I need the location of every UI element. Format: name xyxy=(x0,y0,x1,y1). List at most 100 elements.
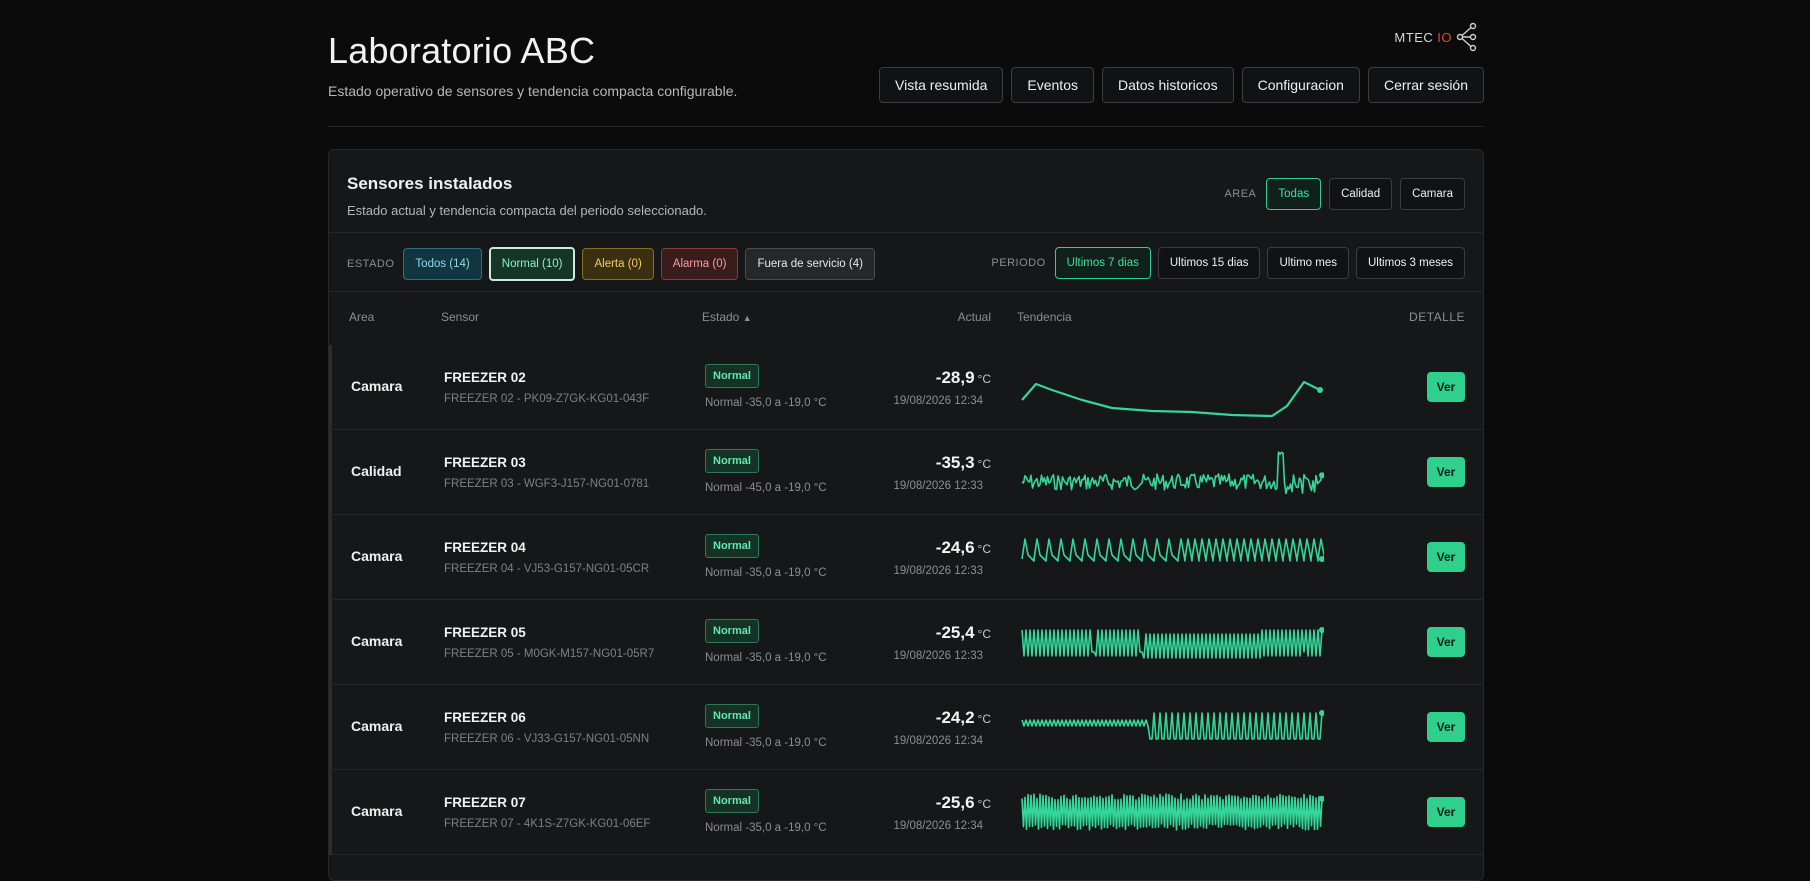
row-actual-value: -28,9 °C xyxy=(936,368,991,388)
top-nav: Vista resumida Eventos Datos historicos … xyxy=(879,67,1484,103)
periodo-3-meses-chip[interactable]: Ultimos 3 meses xyxy=(1356,247,1465,279)
page-header: Laboratorio ABC Estado operativo de sens… xyxy=(328,0,1484,127)
row-range: Normal -35,0 a -19,0 °C xyxy=(705,567,827,579)
trend-last-point xyxy=(1319,710,1324,716)
estado-alarma-chip[interactable]: Alarma (0) xyxy=(661,248,739,280)
row-sensor-id: FREEZER 03 - WGF3-J157-NG01-0781 xyxy=(444,478,649,490)
trend-sparkline xyxy=(1020,525,1324,589)
col-sensor-header[interactable]: Sensor xyxy=(441,310,479,324)
col-estado-header[interactable]: Estado ▲ xyxy=(702,310,752,324)
row-range: Normal -35,0 a -19,0 °C xyxy=(705,652,827,664)
trend-line xyxy=(1022,382,1320,416)
trend-last-point xyxy=(1319,556,1324,562)
trend-line xyxy=(1022,539,1324,561)
trend-sparkline xyxy=(1020,440,1324,504)
ver-detalle-button[interactable]: Ver xyxy=(1427,712,1465,742)
row-sensor-id: FREEZER 06 - VJ33-G157-NG01-05NN xyxy=(444,733,649,745)
table-header: Area Sensor Estado ▲ Actual Tendencia DE… xyxy=(329,292,1483,322)
row-sensor-id: FREEZER 04 - VJ53-G157-NG01-05CR xyxy=(444,563,649,575)
estado-normal-chip[interactable]: Normal (10) xyxy=(489,247,576,281)
table-row: Camara FREEZER 06 FREEZER 06 - VJ33-G157… xyxy=(329,685,1483,770)
row-area: Camara xyxy=(351,718,402,734)
row-timestamp: 19/08/2026 12:33 xyxy=(893,480,983,492)
estado-fuera-servicio-chip[interactable]: Fuera de servicio (4) xyxy=(745,248,874,280)
row-actual-value: -25,6 °C xyxy=(936,793,991,813)
estado-filter: ESTADO Todos (14) Normal (10) Alerta (0)… xyxy=(347,247,875,281)
brand-logo: MTEC IO xyxy=(1394,22,1478,52)
row-unit: °C xyxy=(978,712,991,726)
trend-line xyxy=(1022,452,1322,494)
page: Laboratorio ABC Estado operativo de sens… xyxy=(328,0,1484,127)
col-tendencia-header: Tendencia xyxy=(1017,310,1072,324)
col-estado-label: Estado xyxy=(702,310,739,324)
estado-todos-chip[interactable]: Todos (14) xyxy=(403,248,481,280)
area-calidad-chip[interactable]: Calidad xyxy=(1329,178,1392,210)
sensors-panel: Sensores instalados Estado actual y tend… xyxy=(328,149,1484,881)
trend-sparkline xyxy=(1020,695,1324,759)
nav-eventos-button[interactable]: Eventos xyxy=(1011,67,1094,103)
logo-text: MTEC xyxy=(1394,30,1433,45)
table-row: Camara FREEZER 07 FREEZER 07 - 4K1S-Z7GK… xyxy=(329,770,1483,855)
periodo-15-dias-chip[interactable]: Ultimos 15 dias xyxy=(1158,247,1261,279)
status-badge: Normal xyxy=(705,534,759,558)
panel-title: Sensores instalados xyxy=(347,174,512,194)
row-timestamp: 19/08/2026 12:34 xyxy=(893,820,983,832)
row-value: -28,9 xyxy=(936,368,975,387)
nav-configuracion-button[interactable]: Configuracion xyxy=(1242,67,1360,103)
trend-sparkline xyxy=(1020,610,1324,674)
col-actual-header[interactable]: Actual xyxy=(958,310,991,324)
logout-button[interactable]: Cerrar sesión xyxy=(1368,67,1484,103)
row-sensor-name: FREEZER 02 xyxy=(444,370,526,385)
trend-line xyxy=(1022,713,1322,739)
row-value: -25,4 xyxy=(936,623,975,642)
sort-asc-icon: ▲ xyxy=(743,313,752,323)
row-area: Calidad xyxy=(351,463,402,479)
table-row: Camara FREEZER 02 FREEZER 02 - PK09-Z7GK… xyxy=(329,345,1483,430)
row-sensor-name: FREEZER 04 xyxy=(444,540,526,555)
row-timestamp: 19/08/2026 12:33 xyxy=(893,650,983,662)
area-camara-chip[interactable]: Camara xyxy=(1400,178,1465,210)
row-timestamp: 19/08/2026 12:34 xyxy=(893,395,983,407)
row-timestamp: 19/08/2026 12:34 xyxy=(893,735,983,747)
row-actual-value: -35,3 °C xyxy=(936,453,991,473)
row-timestamp: 19/08/2026 12:33 xyxy=(893,565,983,577)
row-sensor-id: FREEZER 02 - PK09-Z7GK-KG01-043F xyxy=(444,393,649,405)
status-badge: Normal xyxy=(705,449,759,473)
row-range: Normal -45,0 a -19,0 °C xyxy=(705,482,827,494)
col-area-header[interactable]: Area xyxy=(349,310,374,324)
periodo-7-dias-chip[interactable]: Ultimos 7 dias xyxy=(1055,247,1151,279)
trend-last-point xyxy=(1317,387,1323,393)
row-area: Camara xyxy=(351,633,402,649)
row-range: Normal -35,0 a -19,0 °C xyxy=(705,822,827,834)
ver-detalle-button[interactable]: Ver xyxy=(1427,627,1465,657)
ver-detalle-button[interactable]: Ver xyxy=(1427,797,1465,827)
area-filter-label: AREA xyxy=(1224,188,1256,200)
ver-detalle-button[interactable]: Ver xyxy=(1427,457,1465,487)
col-detalle-header: DETALLE xyxy=(1409,310,1465,324)
nav-vista-resumida-button[interactable]: Vista resumida xyxy=(879,67,1003,103)
row-sensor-name: FREEZER 03 xyxy=(444,455,526,470)
area-todas-chip[interactable]: Todas xyxy=(1266,178,1321,210)
row-unit: °C xyxy=(978,797,991,811)
row-area: Camara xyxy=(351,548,402,564)
row-sensor-id: FREEZER 07 - 4K1S-Z7GK-KG01-06EF xyxy=(444,818,650,830)
row-value: -24,6 xyxy=(936,538,975,557)
nav-datos-historicos-button[interactable]: Datos historicos xyxy=(1102,67,1234,103)
estado-alerta-chip[interactable]: Alerta (0) xyxy=(582,248,653,280)
row-value: -25,6 xyxy=(936,793,975,812)
trend-last-point xyxy=(1319,627,1324,633)
ver-detalle-button[interactable]: Ver xyxy=(1427,542,1465,572)
row-sensor-name: FREEZER 05 xyxy=(444,625,526,640)
row-unit: °C xyxy=(978,457,991,471)
page-title: Laboratorio ABC xyxy=(328,30,595,72)
page-subtitle: Estado operativo de sensores y tendencia… xyxy=(328,83,737,99)
row-value: -24,2 xyxy=(936,708,975,727)
periodo-ultimo-mes-chip[interactable]: Ultimo mes xyxy=(1267,247,1349,279)
trend-last-point xyxy=(1319,472,1324,478)
network-icon xyxy=(1456,22,1478,52)
row-value: -35,3 xyxy=(936,453,975,472)
status-badge: Normal xyxy=(705,704,759,728)
trend-sparkline xyxy=(1020,355,1324,419)
status-badge: Normal xyxy=(705,619,759,643)
ver-detalle-button[interactable]: Ver xyxy=(1427,372,1465,402)
